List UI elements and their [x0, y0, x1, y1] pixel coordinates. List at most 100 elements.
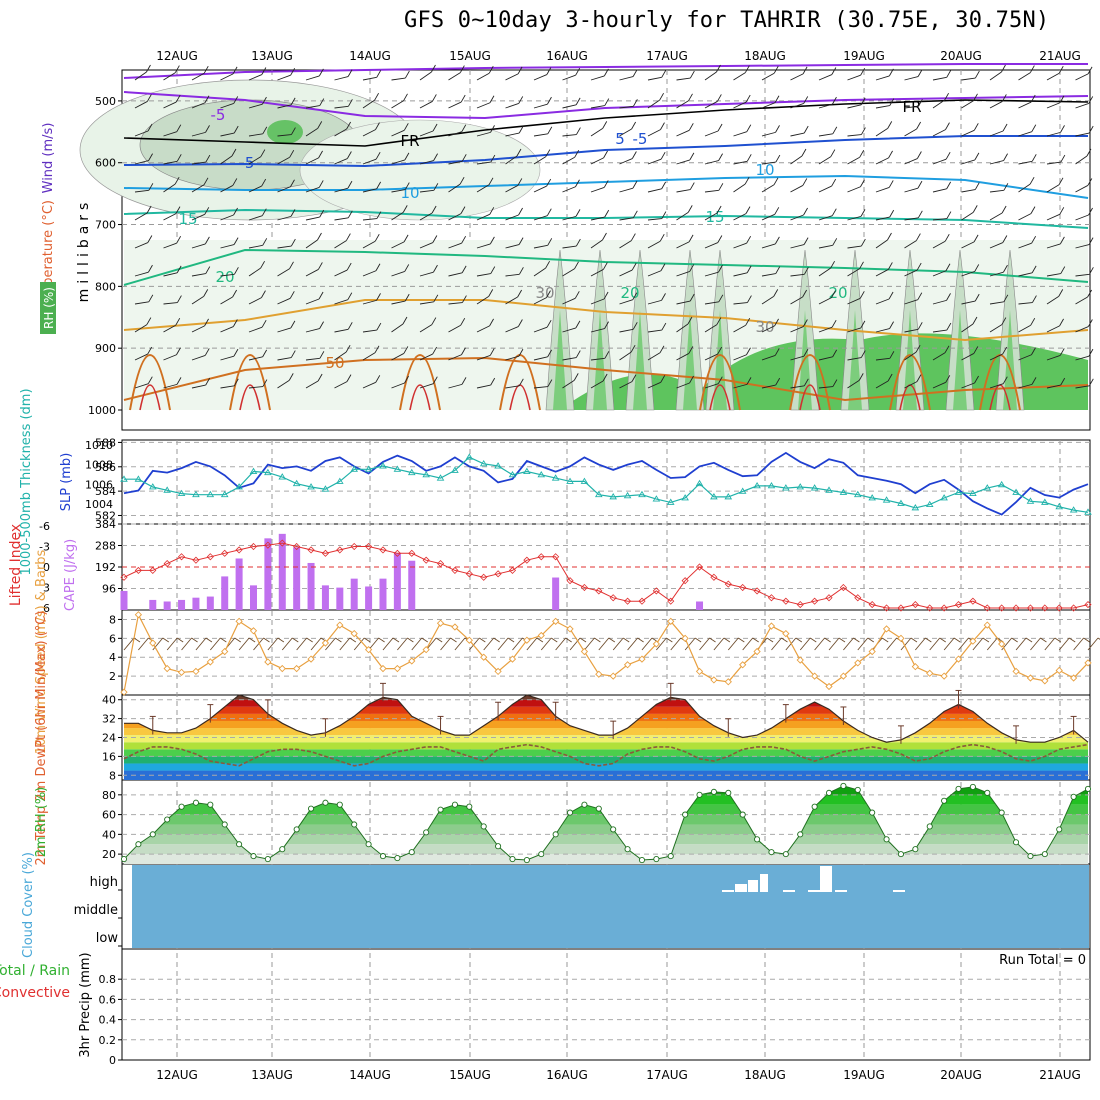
- wind-barb: [1018, 72, 1031, 81]
- thickness-marker: [336, 477, 344, 484]
- wind-barb-flag: [175, 94, 181, 103]
- wind-barb: [704, 242, 719, 249]
- cape-tick-label: 288: [95, 540, 116, 553]
- wind-barb-flag: [435, 637, 443, 643]
- wind-barb-flag: [375, 263, 381, 271]
- li-marker: [911, 601, 919, 609]
- wind-barb: [676, 129, 690, 137]
- temp-band: [124, 728, 1088, 736]
- upper-air-ylabel: millibars: [76, 198, 92, 303]
- thickness-marker: [595, 490, 603, 498]
- wind-barb: [296, 637, 308, 651]
- wind-barb-flag: [745, 94, 751, 103]
- wind-barb-flag: [860, 179, 865, 187]
- wind-barb: [961, 159, 976, 165]
- wind-barb-flag: [233, 237, 239, 245]
- wind-barb-flag: [277, 637, 285, 643]
- li-marker: [336, 546, 344, 554]
- cape-bar: [235, 558, 243, 610]
- wind-barb: [569, 637, 581, 651]
- wind-barb-flag: [1003, 183, 1009, 191]
- rh-shade-blob: [267, 120, 303, 144]
- wind-barb: [454, 637, 466, 651]
- rh-marker: [351, 821, 358, 828]
- wind-barb: [989, 101, 1003, 109]
- temperature-isotherm: [123, 63, 1088, 79]
- wind-barb-flag: [176, 154, 182, 162]
- rh-plume-core: [1003, 310, 1017, 410]
- wind-barb-flag: [910, 637, 918, 643]
- wind-barb-flag: [802, 66, 808, 75]
- wind-barb-flag: [982, 637, 990, 643]
- wind-barb-flag: [946, 70, 952, 78]
- wind-barb: [362, 329, 377, 333]
- wind-barb: [152, 637, 164, 651]
- wind-barb-flag: [622, 637, 630, 643]
- wind-barb: [220, 103, 234, 109]
- wind-barb-flag: [347, 292, 353, 300]
- wind-barb-flag: [205, 125, 210, 133]
- rh-marker: [149, 831, 156, 838]
- li-marker: [436, 560, 445, 568]
- wind-barb-flag: [489, 318, 494, 327]
- wind-barb-flag: [831, 67, 837, 75]
- wind-barb: [220, 244, 235, 249]
- wind-barb-flag: [1087, 66, 1093, 75]
- wind-barb: [505, 103, 519, 109]
- wind-barb-flag: [774, 95, 780, 103]
- thickness-marker: [436, 474, 445, 481]
- temp-band: [124, 749, 1088, 757]
- wind-barb: [790, 185, 804, 193]
- wind-barb: [886, 637, 897, 651]
- wind-barb: [248, 267, 261, 277]
- wind-barb: [362, 352, 376, 361]
- wind-barb-flag: [205, 154, 211, 163]
- rh-marker: [941, 797, 948, 804]
- wind-barb-flag: [1059, 318, 1064, 327]
- wind-barb-flag: [716, 94, 722, 102]
- wind-barb-flag: [432, 346, 438, 355]
- wind-barb-flag: [174, 176, 180, 185]
- wind-barb: [195, 637, 207, 651]
- wind-barb: [1075, 185, 1089, 193]
- wind-barb-flag: [824, 637, 831, 643]
- temp2m-ylabel: 2m Temp 2m DewPt (6hr Min/Max) (°C): [34, 611, 49, 866]
- wind-barb-flag: [1011, 637, 1018, 643]
- wind-barb-flag: [1031, 347, 1036, 355]
- wind-barb: [590, 269, 604, 277]
- thickness-tick-label: 586: [95, 461, 116, 474]
- wind-barb-flag: [659, 233, 665, 242]
- wind-barb: [1087, 637, 1099, 651]
- wind-barb: [334, 328, 349, 333]
- wind-barb-flag: [575, 320, 581, 329]
- wind-barb: [1046, 355, 1061, 361]
- wind-barb-flag: [838, 637, 846, 643]
- wind-barb: [448, 383, 463, 389]
- date-label-bottom: 15AUG: [449, 1068, 491, 1082]
- wind-barb-flag: [1001, 64, 1006, 73]
- contour-label: 15: [705, 208, 724, 226]
- wind-barb-flag: [431, 94, 437, 102]
- cloud-level-label: middle: [74, 903, 118, 918]
- li-marker: [969, 597, 977, 605]
- slp-line: [123, 451, 1089, 516]
- wind-barb: [1015, 637, 1027, 651]
- wind-barb: [533, 326, 548, 333]
- wind-barb-flag: [888, 291, 894, 300]
- rh-marker: [207, 801, 214, 808]
- rh-plume-core: [633, 310, 647, 410]
- wind-barb: [220, 273, 235, 277]
- temperature-isotherm: [123, 356, 1089, 402]
- wind-barb: [847, 327, 862, 333]
- wind-barb: [932, 129, 946, 137]
- thickness-marker: [379, 462, 387, 469]
- wind-barb: [929, 637, 941, 651]
- date-label-bottom: 14AUG: [349, 1068, 391, 1082]
- upper-air-frame: [121, 69, 1091, 431]
- wind-barb: [932, 76, 947, 81]
- wind-barb: [526, 637, 538, 651]
- wind-barb-flag: [917, 210, 923, 219]
- wind-barb: [1046, 102, 1061, 109]
- wind-barb-flag: [290, 179, 295, 187]
- rh-marker: [955, 785, 962, 792]
